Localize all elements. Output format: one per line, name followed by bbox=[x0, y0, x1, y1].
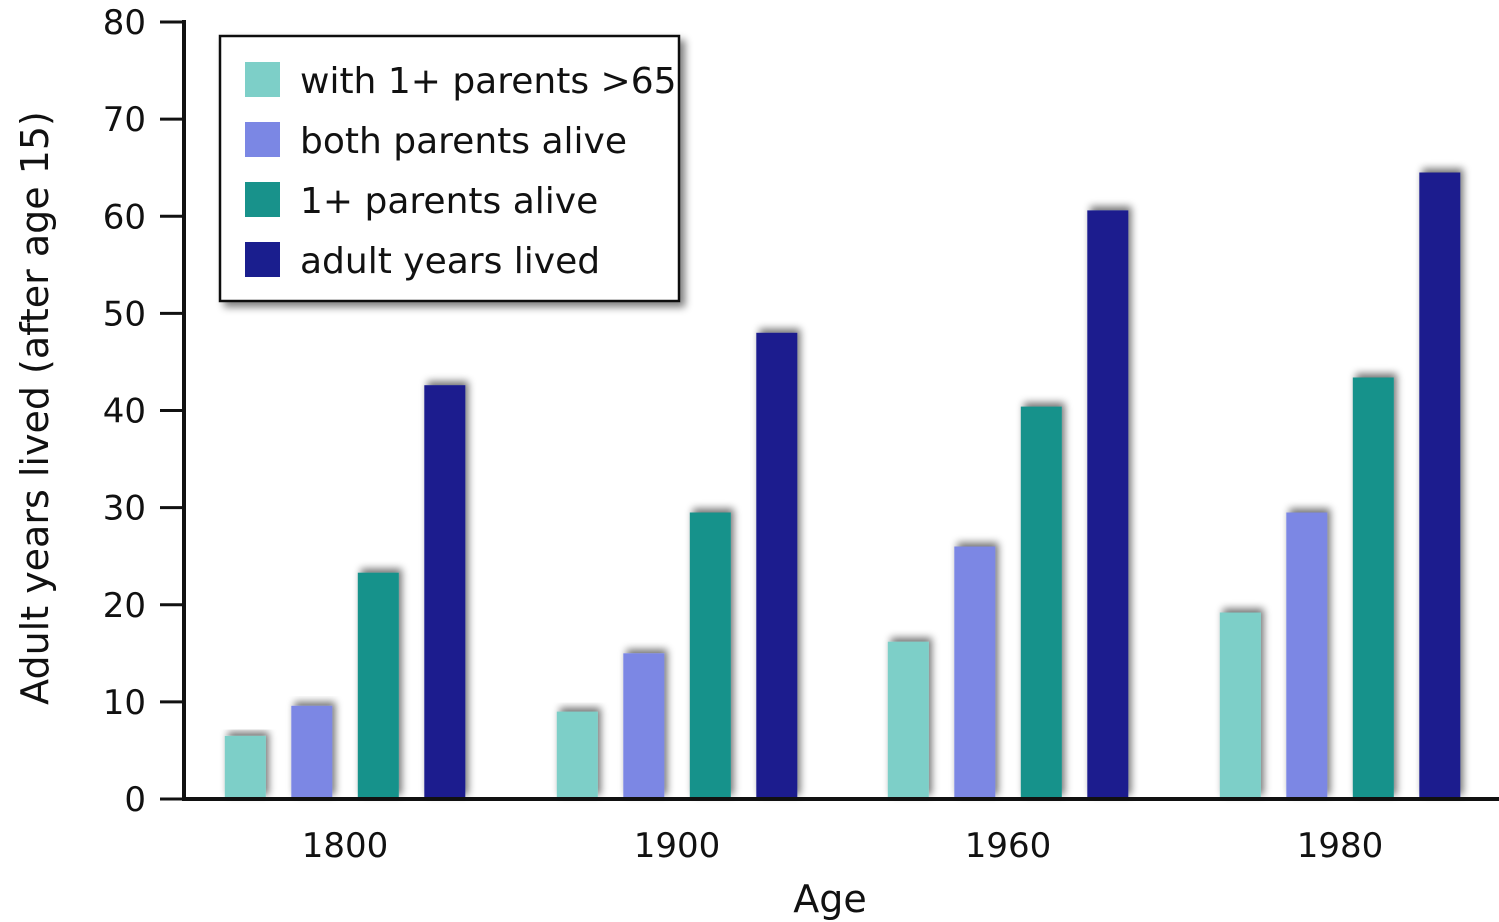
y-tick-label: 40 bbox=[103, 392, 146, 432]
bar-1900-series-4 bbox=[756, 332, 798, 799]
y-tick-label: 70 bbox=[103, 100, 146, 140]
legend-swatch bbox=[245, 122, 280, 157]
y-tick-label: 0 bbox=[124, 780, 146, 820]
bar-1960-series-2 bbox=[954, 546, 996, 799]
bar-1960-series-1 bbox=[887, 641, 929, 799]
x-tick-label: 1980 bbox=[1297, 826, 1384, 866]
bar-1800-series-4 bbox=[424, 385, 466, 799]
legend-swatch bbox=[245, 182, 280, 217]
bars-group bbox=[224, 172, 1461, 799]
legend-label: adult years lived bbox=[300, 241, 600, 282]
y-tick-label: 30 bbox=[103, 489, 146, 529]
bar-1800-series-3 bbox=[357, 572, 399, 799]
legend-items: with 1+ parents >65 both parents alive 1+ … bbox=[245, 61, 677, 282]
y-tick-label: 20 bbox=[103, 586, 146, 626]
bar-1980-series-4 bbox=[1419, 172, 1461, 799]
legend-swatch bbox=[245, 242, 280, 277]
bar-1980-series-1 bbox=[1219, 612, 1261, 799]
legend: with 1+ parents >65 both parents alive 1+ … bbox=[218, 34, 681, 303]
y-tick-label: 80 bbox=[103, 3, 146, 43]
bar-1980-series-2 bbox=[1286, 512, 1328, 799]
y-axis-title: Adult years lived (after age 15) bbox=[13, 111, 57, 705]
y-ticks-group: 0 10 20 30 40 50 60 70 80 bbox=[103, 3, 184, 820]
legend-label: 1+ parents alive bbox=[300, 181, 598, 222]
bar-1960-series-4 bbox=[1087, 210, 1129, 799]
bar-1900-series-1 bbox=[556, 711, 598, 799]
x-axis-title: Age bbox=[793, 877, 867, 921]
legend-swatch bbox=[245, 62, 280, 97]
y-tick-label: 10 bbox=[103, 683, 146, 723]
bar-1800-series-1 bbox=[224, 735, 266, 799]
bar-1900-series-3 bbox=[689, 512, 731, 799]
x-tick-label: 1800 bbox=[302, 826, 389, 866]
legend-box bbox=[218, 34, 681, 303]
bar-1800-series-2 bbox=[291, 705, 333, 799]
y-tick-label: 50 bbox=[103, 294, 146, 334]
legend-label: with 1+ parents >65 bbox=[300, 61, 677, 102]
x-tick-label: 1900 bbox=[634, 826, 721, 866]
x-tick-label: 1960 bbox=[965, 826, 1052, 866]
legend-label: both parents alive bbox=[300, 121, 627, 162]
y-tick-label: 60 bbox=[103, 197, 146, 237]
bar-1960-series-3 bbox=[1020, 406, 1062, 799]
x-ticks-group: 1800 1900 1960 1980 bbox=[302, 826, 1384, 866]
bar-1900-series-2 bbox=[623, 653, 665, 799]
bar-1980-series-3 bbox=[1352, 377, 1394, 799]
